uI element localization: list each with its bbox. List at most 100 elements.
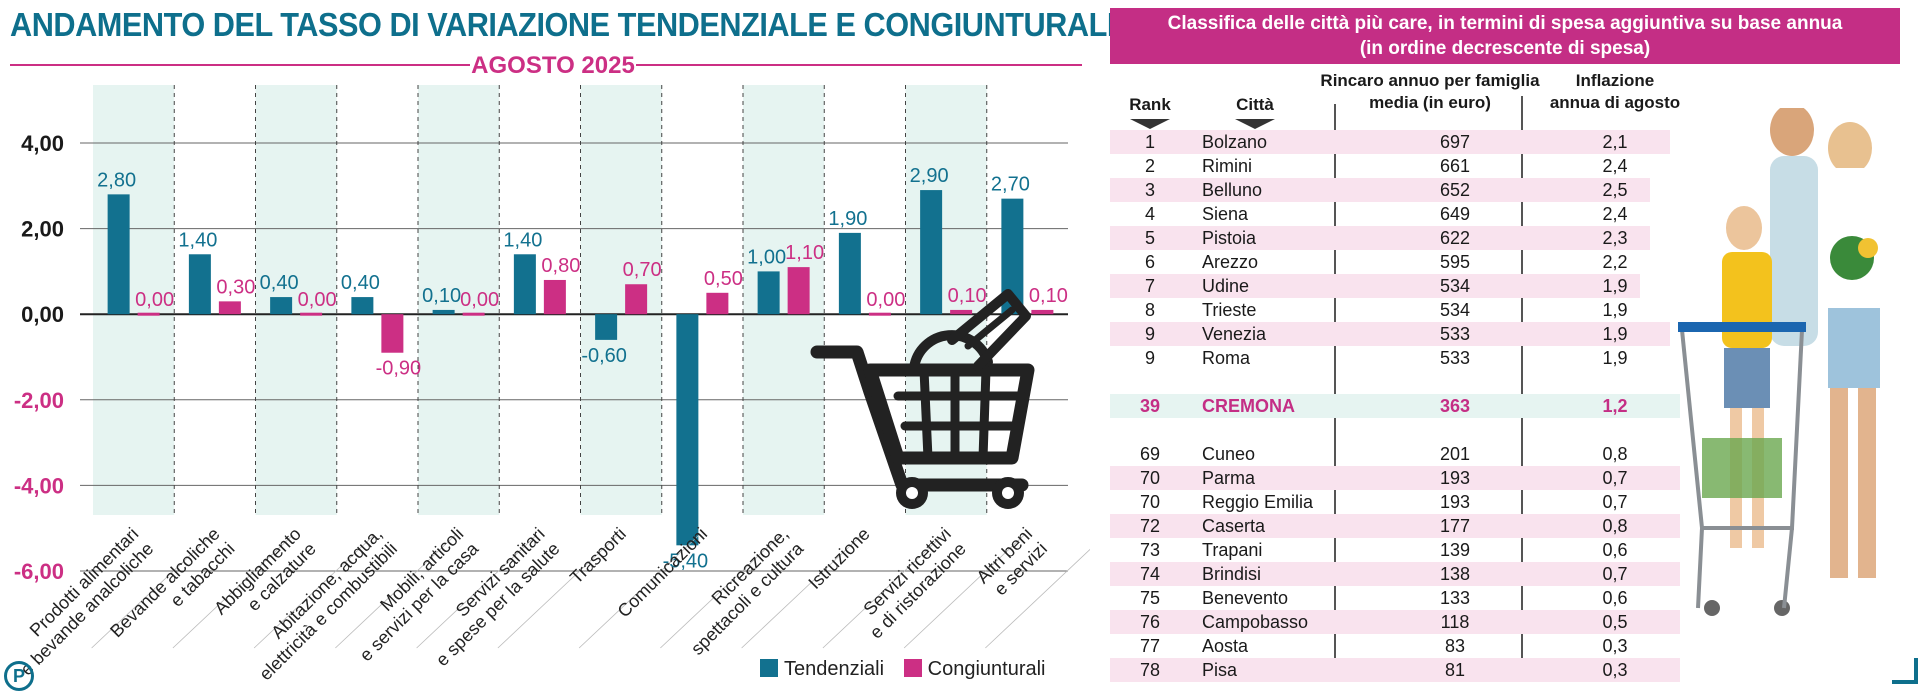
bar-value-label: 1,40	[178, 229, 217, 251]
cell-euro: 138	[1439, 564, 1471, 584]
bar-value-label: 0,30	[216, 276, 255, 298]
cell-city: Bolzano	[1202, 132, 1268, 152]
cell-city: Parma	[1202, 468, 1256, 488]
bar-value-label: 1,90	[828, 208, 867, 230]
column-band	[255, 85, 337, 515]
bar-value-label: 0,70	[623, 259, 662, 281]
cell-euro: 363	[1439, 396, 1471, 416]
column-band	[743, 85, 825, 515]
cell-euro: 177	[1439, 516, 1471, 536]
table-row: 70 Reggio Emilia 193 0,7	[1110, 490, 1680, 514]
cell-rank: 8	[1144, 300, 1155, 320]
table-row-highlight: 39 CREMONA 363 1,2	[1110, 394, 1680, 418]
bar-congiunturali	[218, 301, 241, 315]
y-tick-label: -6,00	[14, 559, 64, 584]
cell-city: Pistoia	[1202, 228, 1257, 248]
corner-mark	[1892, 658, 1918, 684]
table-row: 75 Benevento 133 0,6	[1110, 586, 1680, 610]
cell-infl: 2,1	[1602, 132, 1628, 152]
bar-congiunturali	[787, 267, 810, 315]
cell-euro: 652	[1439, 180, 1471, 200]
cell-rank: 72	[1139, 516, 1161, 536]
table-row: 70 Parma 193 0,7	[1110, 466, 1680, 490]
legend-swatch-blue	[760, 659, 778, 677]
cell-rank: 69	[1139, 444, 1161, 464]
cell-infl: 0,8	[1602, 444, 1628, 464]
category-leader	[335, 534, 456, 649]
category-leader	[172, 534, 294, 649]
cell-rank: 73	[1139, 540, 1161, 560]
cell-city: CREMONA	[1202, 396, 1295, 416]
cell-city: Brindisi	[1202, 564, 1262, 584]
table-row: 8 Trieste 534 1,9	[1110, 298, 1628, 322]
cell-infl: 0,8	[1602, 516, 1628, 536]
cell-rank: 5	[1144, 228, 1155, 248]
bar-value-label: 0,00	[460, 289, 499, 311]
title-rule	[636, 64, 1082, 66]
cell-infl: 2,4	[1602, 156, 1628, 176]
bar-value-label: 0,00	[298, 289, 337, 311]
bar-congiunturali	[300, 312, 323, 316]
col-header-inflation: Inflazione annua di agosto	[1525, 70, 1705, 114]
cell-infl: 0,7	[1602, 564, 1628, 584]
cell-euro: 533	[1439, 348, 1471, 368]
category-label-line: Trasporti	[566, 524, 630, 588]
cell-city: Roma	[1202, 348, 1251, 368]
table-row: 3 Belluno 652 2,5	[1110, 178, 1650, 202]
cell-euro: 534	[1439, 276, 1471, 296]
column-band	[905, 85, 987, 515]
bar-tendenziali	[432, 309, 455, 315]
bar-congiunturali	[137, 312, 160, 316]
bar-value-label: 0,40	[260, 272, 299, 294]
cell-infl: 1,9	[1602, 276, 1628, 296]
bar-value-label: 2,90	[910, 165, 949, 187]
cell-rank: 70	[1139, 492, 1161, 512]
cell-euro: 201	[1439, 444, 1471, 464]
bar-tendenziali	[838, 232, 861, 315]
cell-city: Venezia	[1202, 324, 1267, 344]
cell-city: Aosta	[1202, 636, 1249, 656]
cell-infl: 1,2	[1602, 396, 1628, 416]
bar-tendenziali	[513, 254, 536, 315]
cell-rank: 77	[1139, 636, 1161, 656]
bar-value-label: 0,40	[341, 272, 380, 294]
cell-city: Reggio Emilia	[1202, 492, 1314, 512]
bar-value-label: -0,90	[376, 358, 422, 380]
cell-city: Caserta	[1202, 516, 1266, 536]
cell-city: Cuneo	[1202, 444, 1256, 464]
legend-swatch-pink	[903, 659, 922, 677]
table-row: 78 Pisa 81 0,3	[1110, 658, 1680, 682]
table-row: 2 Rimini 661 2,4	[1110, 154, 1628, 178]
family-shopping-illustration	[1678, 108, 1882, 616]
category-leader	[578, 534, 700, 649]
cell-city: Rimini	[1202, 156, 1253, 176]
y-tick-label: -4,00	[14, 473, 64, 498]
cell-euro: 193	[1439, 468, 1471, 488]
cell-infl: 0,6	[1602, 540, 1628, 560]
chart-period: AGOSTO 2025	[471, 52, 635, 79]
bar-congiunturali	[625, 284, 648, 315]
bar-tendenziali	[270, 297, 293, 315]
chart-legend: Tendenziali Congiunturali	[760, 658, 1060, 681]
bar-congiunturali	[868, 312, 891, 316]
col-header-city-label: Città	[1236, 95, 1274, 114]
cell-euro: 139	[1439, 540, 1471, 560]
bar-congiunturali	[381, 314, 404, 353]
bar-value-label: 1,00	[747, 246, 786, 268]
column-bands	[93, 85, 987, 515]
table-row: 4 Siena 649 2,4	[1110, 202, 1670, 226]
cell-euro: 133	[1439, 588, 1471, 608]
col-header-rank: Rank	[1110, 94, 1190, 129]
sort-down-icon	[1235, 119, 1275, 129]
category-leader	[822, 534, 944, 649]
title-rule	[10, 64, 470, 66]
cell-euro: 534	[1439, 300, 1471, 320]
bar-congiunturali	[706, 292, 729, 315]
cell-rank: 3	[1144, 180, 1155, 200]
cell-euro: 595	[1439, 252, 1471, 272]
bar-value-label: 0,10	[422, 285, 461, 307]
cell-euro: 81	[1444, 660, 1466, 680]
cell-rank: 39	[1139, 396, 1161, 416]
bar-tendenziali	[595, 314, 618, 340]
category-label: Istruzione	[804, 524, 873, 593]
